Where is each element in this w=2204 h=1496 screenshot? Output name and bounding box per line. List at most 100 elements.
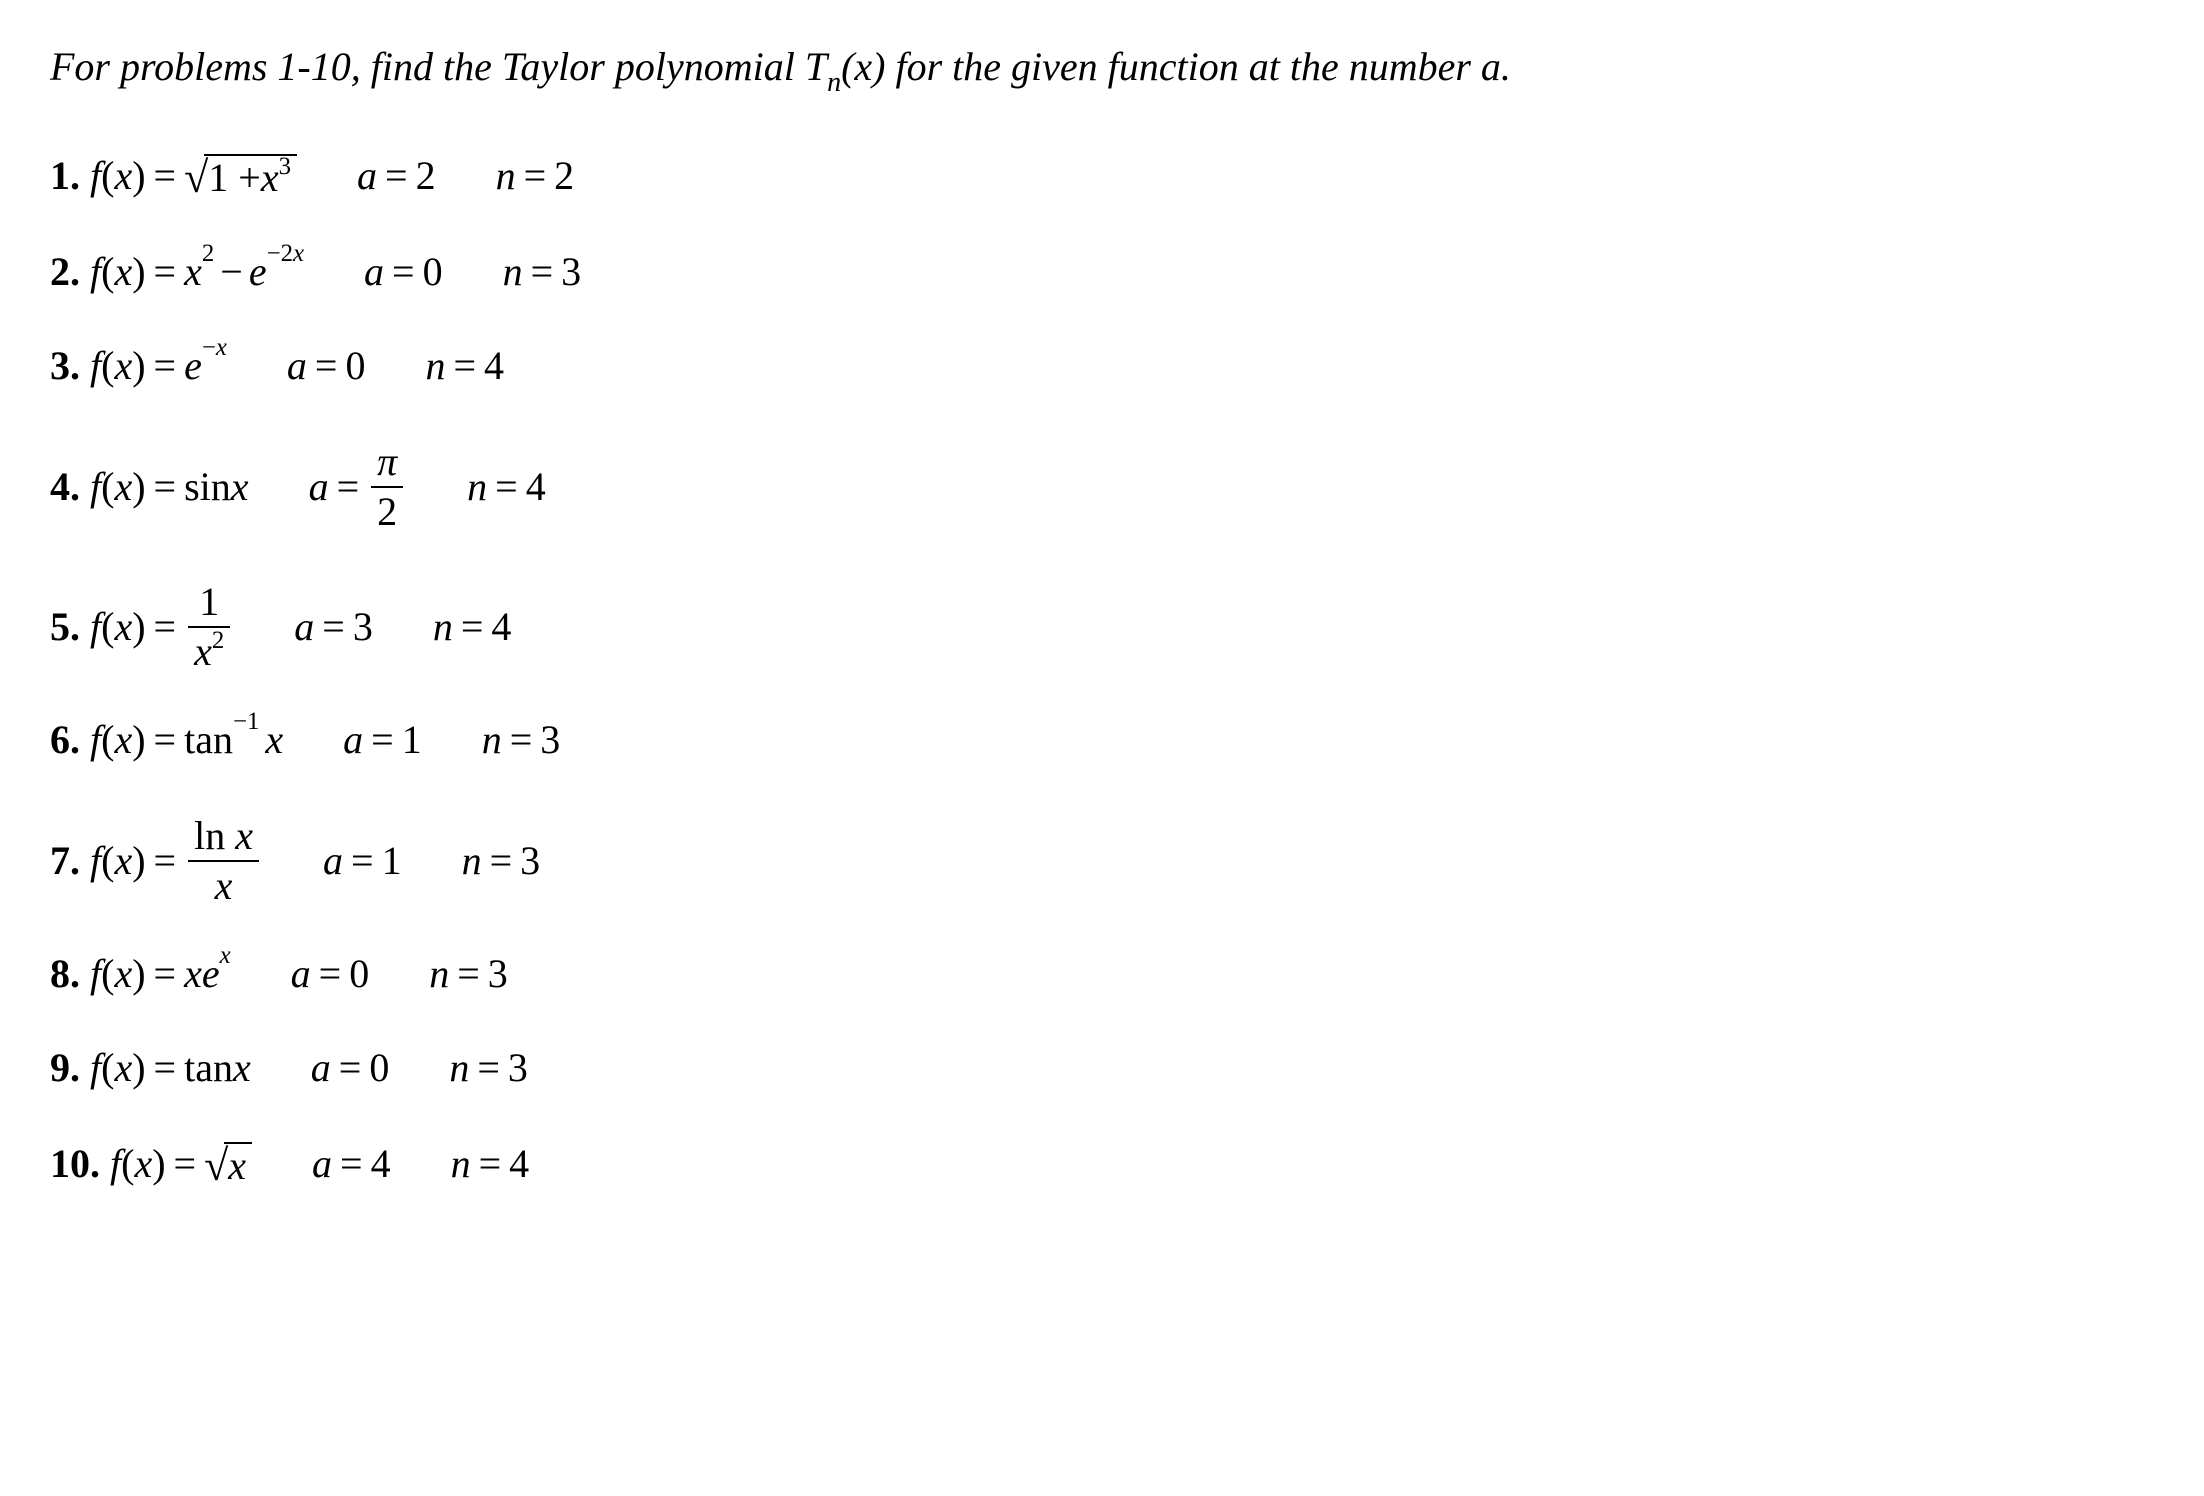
x-arg: x [114, 841, 132, 881]
f-label: f [90, 720, 101, 760]
f-label: f [90, 1048, 101, 1088]
x-arg: x [114, 346, 132, 386]
p5-frac: 1 x2 [188, 580, 230, 674]
instruction-suffix: for the given function at the number a. [885, 44, 1510, 89]
p4-x: x [231, 467, 249, 507]
equals-n: = [531, 252, 554, 292]
radical-symbol: √ [184, 156, 208, 200]
problem-9-expr: tan x [184, 1048, 251, 1088]
f-label: f [90, 156, 101, 196]
instruction-prefix: For problems 1-10, find the Taylor polyn… [50, 44, 805, 89]
n-label: n [451, 1144, 471, 1184]
p8-x: x [184, 954, 202, 994]
problem-number: 7. [50, 841, 80, 881]
a-value: 0 [349, 954, 369, 994]
n-label: n [467, 467, 487, 507]
problem-number: 8. [50, 954, 80, 994]
equals-a: = [339, 1048, 362, 1088]
n-label: n [425, 346, 445, 386]
n-value: 3 [561, 252, 581, 292]
equals-n: = [510, 720, 533, 760]
equals-a: = [340, 1144, 363, 1184]
problem-8-expr: xex [184, 954, 231, 994]
problem-number: 5. [50, 607, 80, 647]
n-value: 2 [554, 156, 574, 196]
a-value: 1 [382, 841, 402, 881]
p5-den-x: x [194, 629, 212, 674]
equals-a: = [322, 607, 345, 647]
open-paren: ( [101, 346, 114, 386]
problem-10: 10. f ( x ) = √ x a = 4 n = 4 [50, 1142, 2154, 1186]
x-arg: x [114, 1048, 132, 1088]
problem-2: 2. f ( x ) = x2 − e−2x a = 0 n = 3 [50, 252, 2154, 292]
x-arg: x [114, 252, 132, 292]
frac-num: π [371, 440, 403, 484]
equals-a: = [392, 252, 415, 292]
problem-4: 4. f ( x ) = sin x a = π 2 n = 4 [50, 440, 2154, 534]
equals-a: = [319, 954, 342, 994]
problem-number: 3. [50, 346, 80, 386]
n-value: 4 [491, 607, 511, 647]
page: For problems 1-10, find the Taylor polyn… [0, 0, 2204, 1496]
p9-x: x [233, 1048, 251, 1088]
x-arg: x [114, 720, 132, 760]
a-value: 1 [402, 720, 422, 760]
problem-2-expr: x2 − e−2x [184, 252, 304, 292]
problem-5: 5. f ( x ) = 1 x2 a = 3 n = 4 [50, 580, 2154, 674]
open-paren: ( [101, 954, 114, 994]
frac-line [188, 860, 259, 862]
equals: = [154, 252, 177, 292]
equals: = [154, 156, 177, 196]
open-paren: ( [101, 607, 114, 647]
problem-3: 3. f ( x ) = e−x a = 0 n = 4 [50, 346, 2154, 386]
p7-frac: ln x x [188, 814, 259, 908]
n-value: 4 [509, 1144, 529, 1184]
frac-line [371, 486, 403, 488]
p10-x: x [228, 1146, 246, 1186]
problem-3-expr: e−x [184, 346, 227, 386]
n-value: 4 [526, 467, 546, 507]
p7-num-x: x [235, 813, 253, 858]
equals-a: = [337, 467, 360, 507]
problem-10-expr: √ x [204, 1142, 252, 1186]
p9-tan: tan [184, 1048, 233, 1088]
p5-den-pow: 2 [212, 627, 224, 654]
problem-6: 6. f ( x ) = tan−1 x a = 1 n = 3 [50, 720, 2154, 760]
sqrt-icon: √ x [204, 1142, 252, 1186]
x-arg: x [114, 156, 132, 196]
p2-x: x [184, 252, 202, 292]
a-value: 0 [423, 252, 443, 292]
n-value: 3 [488, 954, 508, 994]
problem-1-expr: √ 1 + x 3 [184, 154, 297, 198]
a-value: 2 [416, 156, 436, 196]
close-paren: ) [132, 954, 145, 994]
equals: = [154, 720, 177, 760]
radicand: 1 + x 3 [204, 154, 297, 198]
a-value: 0 [345, 346, 365, 386]
x-arg: x [134, 1144, 152, 1184]
close-paren: ) [132, 467, 145, 507]
instruction-T: T [805, 44, 827, 89]
f-label: f [90, 841, 101, 881]
equals-n: = [490, 841, 513, 881]
p4-sin: sin [184, 467, 231, 507]
p8-e: e [202, 954, 220, 994]
open-paren: ( [101, 1048, 114, 1088]
close-paren: ) [132, 841, 145, 881]
a-label: a [311, 1048, 331, 1088]
instruction-sub-n: n [827, 67, 841, 98]
instruction-open-paren: ( [841, 44, 854, 89]
problem-list: 1. f ( x ) = √ 1 + x 3 a = 2 n [50, 154, 2154, 1240]
radicand: x [224, 1142, 252, 1186]
equals-n: = [477, 1048, 500, 1088]
equals-a: = [351, 841, 374, 881]
a-value-frac: π 2 [371, 440, 403, 534]
f-label: f [90, 346, 101, 386]
a-value: 0 [369, 1048, 389, 1088]
a-label: a [343, 720, 363, 760]
radical-symbol: √ [204, 1144, 228, 1188]
problem-number: 1. [50, 156, 80, 196]
p1-x: x [261, 158, 279, 198]
equals: = [154, 841, 177, 881]
n-label: n [496, 156, 516, 196]
